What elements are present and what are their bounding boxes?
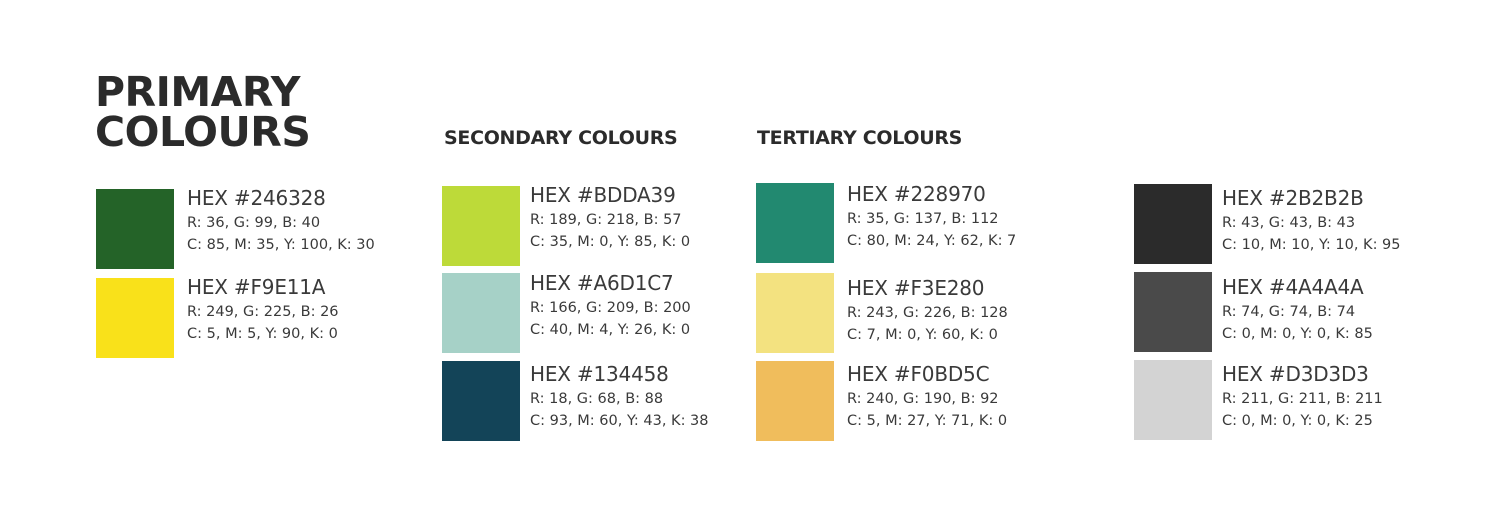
cmyk-values: C: 10, M: 10, Y: 10, K: 95 [1222, 237, 1401, 253]
cmyk-values: C: 5, M: 27, Y: 71, K: 0 [847, 413, 1008, 429]
hex-code: HEX #134458 [530, 362, 669, 386]
color-info: HEX #F0BD5C R: 240, G: 190, B: 92 C: 5, … [847, 362, 1007, 432]
hex-code: HEX #F0BD5C [847, 362, 990, 386]
color-swatch [442, 361, 520, 441]
color-swatch [96, 189, 174, 269]
rgb-values: R: 249, G: 225, B: 26 [187, 304, 339, 320]
rgb-values: R: 43, G: 43, B: 43 [1222, 215, 1356, 231]
cmyk-values: C: 0, M: 0, Y: 0, K: 85 [1222, 326, 1373, 342]
color-swatch [756, 273, 834, 353]
hex-code: HEX #F3E280 [847, 276, 985, 300]
primary-colours-title: PRIMARY COLOURS [95, 68, 311, 156]
primary-title-line-1: PRIMARY [95, 68, 300, 116]
color-swatch [1134, 184, 1212, 264]
hex-code: HEX #A6D1C7 [530, 271, 674, 295]
color-info: HEX #2B2B2B R: 43, G: 43, B: 43 C: 10, M… [1222, 186, 1401, 256]
hex-code: HEX #D3D3D3 [1222, 362, 1369, 386]
hex-code: HEX #246328 [187, 186, 326, 210]
color-info: HEX #228970 R: 35, G: 137, B: 112 C: 80,… [847, 182, 1016, 252]
cmyk-values: C: 5, M: 5, Y: 90, K: 0 [187, 326, 338, 342]
color-swatch [756, 183, 834, 263]
hex-code: HEX #2B2B2B [1222, 186, 1364, 210]
rgb-values: R: 243, G: 226, B: 128 [847, 305, 1008, 321]
color-swatch [442, 273, 520, 353]
hex-code: HEX #F9E11A [187, 275, 326, 299]
color-info: HEX #134458 R: 18, G: 68, B: 88 C: 93, M… [530, 362, 709, 432]
rgb-values: R: 74, G: 74, B: 74 [1222, 304, 1356, 320]
cmyk-values: C: 0, M: 0, Y: 0, K: 25 [1222, 413, 1373, 429]
rgb-values: R: 240, G: 190, B: 92 [847, 391, 999, 407]
rgb-values: R: 166, G: 209, B: 200 [530, 300, 691, 316]
color-swatch [442, 186, 520, 266]
rgb-values: R: 211, G: 211, B: 211 [1222, 391, 1383, 407]
hex-code: HEX #4A4A4A [1222, 275, 1364, 299]
cmyk-values: C: 85, M: 35, Y: 100, K: 30 [187, 237, 375, 253]
cmyk-values: C: 35, M: 0, Y: 85, K: 0 [530, 234, 691, 250]
primary-title-line-2: COLOURS [95, 108, 311, 156]
color-info: HEX #F9E11A R: 249, G: 225, B: 26 C: 5, … [187, 275, 339, 345]
cmyk-values: C: 93, M: 60, Y: 43, K: 38 [530, 413, 709, 429]
color-info: HEX #4A4A4A R: 74, G: 74, B: 74 C: 0, M:… [1222, 275, 1373, 345]
color-swatch [1134, 272, 1212, 352]
rgb-values: R: 18, G: 68, B: 88 [530, 391, 664, 407]
hex-code: HEX #BDDA39 [530, 183, 676, 207]
cmyk-values: C: 40, M: 4, Y: 26, K: 0 [530, 322, 691, 338]
color-swatch [96, 278, 174, 358]
tertiary-colours-title: TERTIARY COLOURS [757, 127, 963, 149]
color-swatch [756, 361, 834, 441]
color-swatch [1134, 360, 1212, 440]
rgb-values: R: 35, G: 137, B: 112 [847, 211, 999, 227]
color-info: HEX #A6D1C7 R: 166, G: 209, B: 200 C: 40… [530, 271, 691, 341]
rgb-values: R: 189, G: 218, B: 57 [530, 212, 682, 228]
color-info: HEX #246328 R: 36, G: 99, B: 40 C: 85, M… [187, 186, 375, 256]
rgb-values: R: 36, G: 99, B: 40 [187, 215, 321, 231]
color-info: HEX #D3D3D3 R: 211, G: 211, B: 211 C: 0,… [1222, 362, 1383, 432]
color-info: HEX #F3E280 R: 243, G: 226, B: 128 C: 7,… [847, 276, 1008, 346]
cmyk-values: C: 7, M: 0, Y: 60, K: 0 [847, 327, 998, 343]
secondary-colours-title: SECONDARY COLOURS [444, 127, 678, 149]
cmyk-values: C: 80, M: 24, Y: 62, K: 7 [847, 233, 1017, 249]
hex-code: HEX #228970 [847, 182, 986, 206]
color-info: HEX #BDDA39 R: 189, G: 218, B: 57 C: 35,… [530, 183, 690, 253]
